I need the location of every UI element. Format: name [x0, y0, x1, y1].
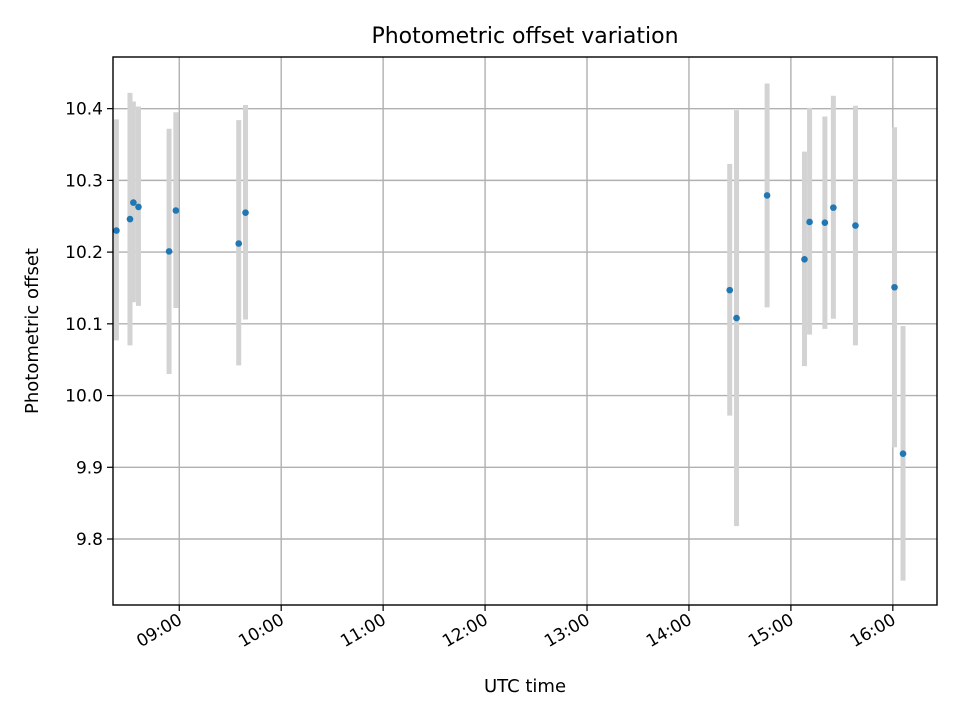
data-point	[113, 227, 120, 234]
x-axis-label: UTC time	[484, 676, 566, 697]
y-tick-label: 10.2	[65, 243, 103, 263]
data-point	[763, 192, 771, 199]
y-tick-label: 10.4	[65, 100, 103, 120]
data-point	[891, 283, 898, 291]
data-point	[130, 199, 137, 206]
data-point	[830, 204, 837, 211]
data-point	[165, 248, 173, 255]
y-tick-label: 10.0	[65, 387, 103, 407]
data-point	[821, 219, 829, 226]
data-point	[126, 215, 134, 223]
data-point	[852, 222, 859, 229]
y-tick-label: 10.3	[65, 171, 103, 191]
data-point	[135, 203, 142, 211]
data-point	[726, 286, 734, 294]
data-point	[242, 209, 249, 216]
y-tick-label: 10.1	[65, 315, 103, 335]
y-axis-ticks: 9.8 9.9 10.0 10.1 10.2 10.3 10.4	[65, 100, 113, 550]
plot-frame	[112, 56, 938, 606]
data-point	[801, 255, 808, 263]
data-point	[899, 450, 907, 457]
y-tick-label: 9.8	[76, 530, 103, 550]
data-point	[172, 207, 180, 214]
data-point	[235, 240, 243, 247]
data-point	[733, 314, 740, 322]
chart-title: Photometric offset variation	[371, 24, 678, 49]
data-point	[806, 218, 813, 226]
data-points	[113, 192, 907, 457]
y-axis-label: Photometric offset	[22, 248, 43, 414]
y-tick-label: 9.9	[76, 458, 103, 478]
